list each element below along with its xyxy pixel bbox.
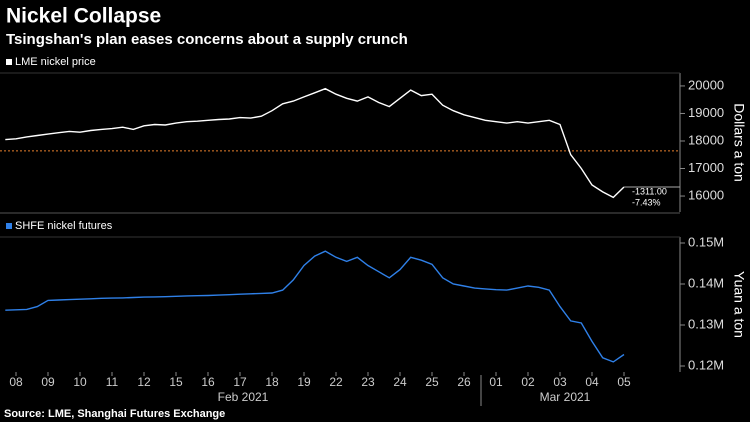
legend-label: LME nickel price (15, 56, 96, 68)
x-tick-label: 17 (233, 375, 247, 389)
legend-swatch (6, 223, 12, 229)
source: Source: LME, Shanghai Futures Exchange (4, 408, 225, 420)
x-tick-label: 26 (457, 375, 471, 389)
y-axis-label: Dollars a ton (731, 103, 747, 182)
x-tick-label: 12 (137, 375, 151, 389)
series-line (5, 87, 625, 199)
y-tick-label: 0.15M (688, 234, 724, 249)
x-tick-label: 25 (425, 375, 439, 389)
y-tick-label: 17000 (688, 160, 724, 175)
month-label: Feb 2021 (218, 390, 269, 404)
y-tick-label: 0.13M (688, 316, 724, 331)
x-tick-label: 15 (169, 375, 183, 389)
y-tick-label: 16000 (688, 187, 724, 202)
x-tick-label: 05 (617, 375, 631, 389)
x-tick-label: 16 (201, 375, 215, 389)
chart-title: Nickel Collapse (6, 5, 161, 28)
y-tick-label: 20000 (688, 77, 724, 92)
x-tick-label: 23 (361, 375, 375, 389)
y-tick-label: 0.14M (688, 275, 724, 290)
x-tick-label: 01 (489, 375, 503, 389)
month-label: Mar 2021 (540, 390, 591, 404)
x-tick-label: 22 (329, 375, 343, 389)
x-tick-label: 10 (73, 375, 87, 389)
y-axis-label: Yuan a ton (731, 271, 747, 338)
series-line (5, 250, 625, 363)
legend-label: SHFE nickel futures (15, 220, 113, 232)
annotation: -1311.00 (632, 186, 667, 196)
x-tick-label: 24 (393, 375, 407, 389)
x-tick-label: 18 (265, 375, 279, 389)
x-tick-label: 08 (9, 375, 23, 389)
x-tick-label: 11 (106, 375, 119, 389)
chart-subtitle: Tsingshan's plan eases concerns about a … (6, 31, 408, 48)
x-tick-label: 03 (553, 375, 567, 389)
annotation: -7.43% (632, 197, 661, 207)
x-tick-label: 02 (521, 375, 535, 389)
y-tick-label: 19000 (688, 105, 724, 120)
x-tick-label: 19 (297, 375, 311, 389)
y-tick-label: 0.12M (688, 357, 724, 372)
legend-swatch (6, 59, 12, 65)
x-tick-label: 04 (585, 375, 599, 389)
y-tick-label: 18000 (688, 132, 724, 147)
x-tick-label: 09 (41, 375, 55, 389)
